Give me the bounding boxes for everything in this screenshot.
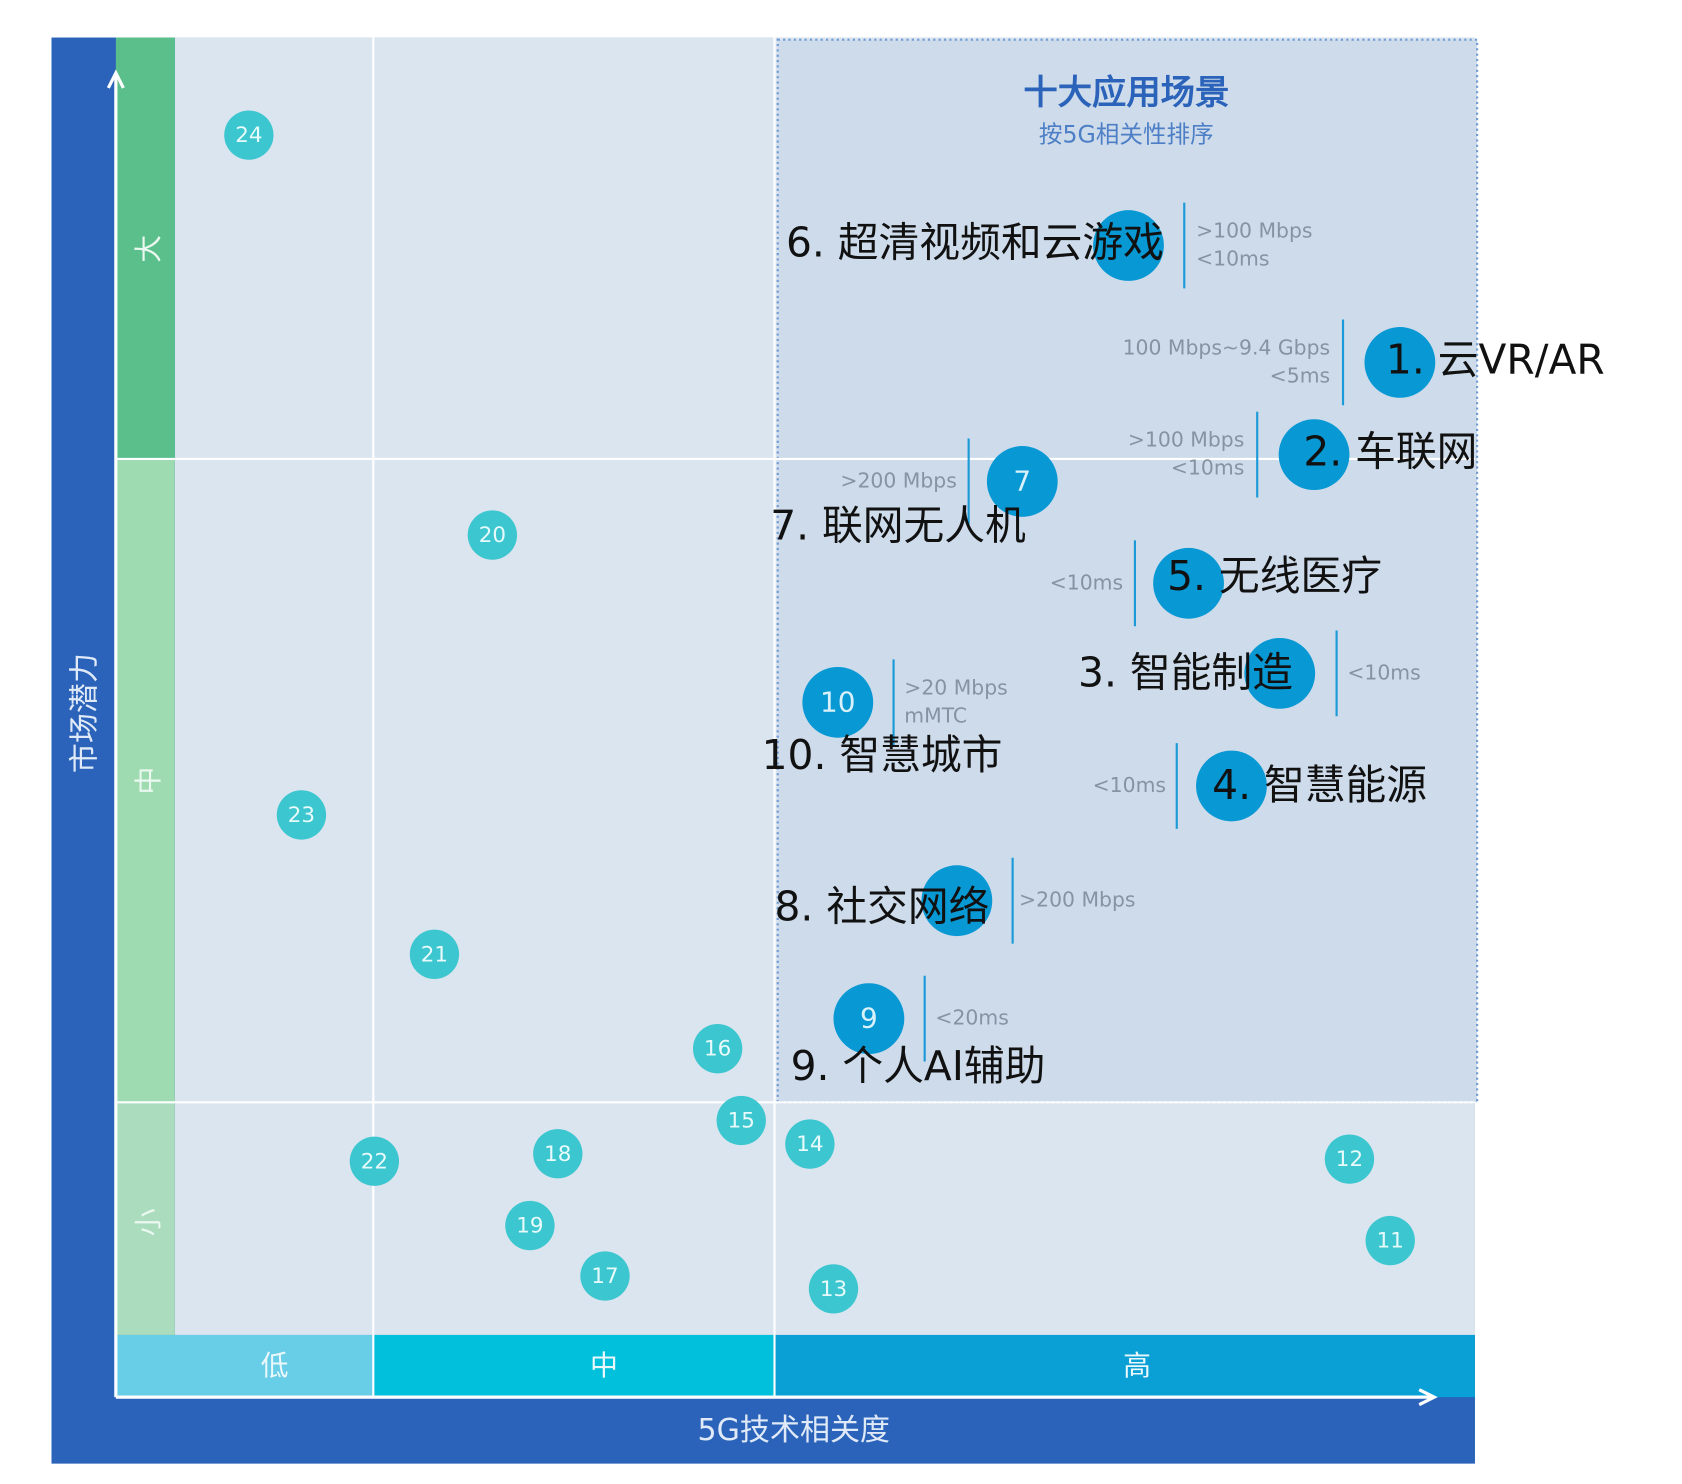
minor-number: 22 [361, 1149, 388, 1174]
minor-number: 17 [591, 1264, 618, 1289]
minor-node [467, 510, 518, 560]
minor-node [785, 1119, 835, 1169]
app-node [1196, 750, 1267, 822]
spec: <10ms [1050, 570, 1123, 594]
spec: 100 Mbps~9.4 Gbps [1123, 335, 1331, 359]
spec: >200 Mbps [1019, 888, 1135, 912]
app-number: 9 [860, 1002, 878, 1035]
grid [106, 37, 1475, 1407]
minor-number: 16 [704, 1037, 731, 1062]
minor-number: 11 [1377, 1229, 1404, 1254]
app-number: 10 [820, 685, 855, 718]
x-band-low [115, 1334, 374, 1398]
minor-node [1365, 1215, 1415, 1266]
minor-number: 20 [479, 523, 506, 548]
app-number: 7 [1013, 465, 1031, 498]
app-label: 10. 智慧城市 [762, 731, 1003, 779]
app-label: 8. 社交网络 [774, 882, 989, 930]
minor-node [276, 790, 327, 840]
y-level: 大 [132, 235, 165, 263]
app-node [921, 865, 993, 937]
app-label: 9. 个人AI辅助 [791, 1042, 1046, 1090]
app-label: 4. 智慧能源 [1212, 761, 1427, 809]
minor-number: 21 [421, 942, 448, 967]
title: 十大应用场景 [1023, 73, 1229, 113]
y-band-mid [115, 458, 175, 1103]
app-label: 2. 车联网 [1303, 428, 1477, 476]
y-band-small [115, 1102, 175, 1335]
y-band-large [115, 37, 175, 459]
spec: <10ms [1093, 773, 1166, 797]
minor-number: 24 [235, 123, 262, 148]
x-band-high [774, 1334, 1475, 1398]
x-level: 低 [261, 1349, 289, 1382]
spec: <20ms [935, 1006, 1008, 1030]
app-node [986, 446, 1058, 517]
minor-node [580, 1251, 630, 1301]
minor-node [349, 1136, 400, 1186]
spec: <10ms [1347, 660, 1420, 684]
spec: <10ms [1171, 456, 1244, 480]
app-label: 6. 超清视频和云游戏 [786, 219, 1164, 267]
y-arrow [106, 69, 125, 89]
minor-number: 13 [820, 1277, 847, 1302]
app-node [1244, 637, 1316, 709]
x-band-mid [373, 1334, 775, 1398]
app-label: 5. 无线医疗 [1167, 552, 1382, 600]
y-axis-label: 市场潜力 [67, 653, 102, 773]
minor-node [692, 1024, 743, 1074]
subtitle: 按5G相关性排序 [1039, 121, 1214, 149]
app-node [1364, 327, 1436, 398]
app-label: 1. 云VR/AR [1386, 335, 1605, 383]
spec: >20 Mbps [904, 675, 1007, 699]
spec: >100 Mbps [1196, 219, 1312, 243]
minor-node [505, 1200, 555, 1251]
app-node [1153, 547, 1224, 619]
app-node [1278, 419, 1350, 491]
minor-node [1324, 1134, 1375, 1184]
minor-node [409, 929, 460, 979]
spec: <10ms [1196, 246, 1269, 270]
spec: <5ms [1270, 363, 1330, 387]
minor-number: 23 [288, 803, 315, 828]
minor-number: 12 [1336, 1147, 1363, 1172]
spec: mMTC [904, 703, 967, 727]
x-axis-label: 5G技术相关度 [698, 1413, 890, 1448]
minor-number: 18 [544, 1142, 571, 1167]
minor-node [716, 1095, 766, 1146]
minor-node [808, 1264, 859, 1314]
x-arrow [1418, 1388, 1438, 1407]
app-node [1093, 210, 1164, 281]
app-label: 7. 联网无人机 [770, 502, 1026, 550]
x-level: 高 [1123, 1349, 1151, 1382]
app-node [833, 983, 905, 1055]
spec: >200 Mbps [840, 468, 956, 492]
app-label: 3. 智能制造 [1078, 649, 1293, 697]
spec: >100 Mbps [1128, 428, 1244, 452]
minor-number: 14 [796, 1132, 823, 1157]
y-level: 中 [132, 767, 165, 795]
y-level: 小 [132, 1208, 165, 1236]
minor-node [224, 110, 274, 160]
minor-number: 19 [516, 1214, 543, 1239]
minor-node [533, 1129, 583, 1179]
minor-number: 15 [728, 1109, 755, 1134]
app-node [802, 666, 874, 738]
x-level: 中 [590, 1349, 618, 1382]
